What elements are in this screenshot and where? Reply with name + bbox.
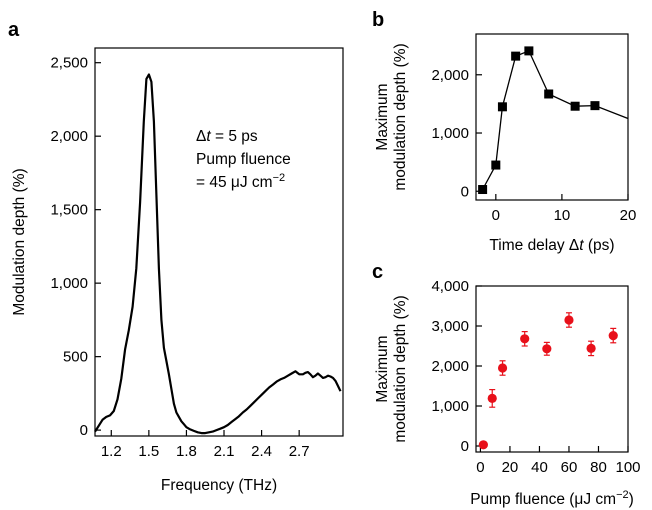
x-tick-label: 20 bbox=[502, 459, 519, 476]
y-axis-label-b-line1: Maximum bbox=[374, 83, 391, 150]
x-ticks-b: 0 10 20 bbox=[492, 194, 637, 224]
x-tick-label: 2.4 bbox=[251, 443, 272, 460]
markers-c bbox=[478, 312, 618, 450]
x-tick-label: 1.5 bbox=[138, 443, 159, 460]
data-point bbox=[544, 89, 554, 99]
data-point bbox=[570, 101, 580, 111]
plot-frame-b bbox=[475, 33, 629, 201]
x-axis-label-a: Frequency (THz) bbox=[161, 477, 277, 494]
x-tick-label: 1.8 bbox=[176, 443, 197, 460]
x-tick-label: 10 bbox=[554, 207, 571, 224]
y-tick-label: 2,500 bbox=[50, 55, 88, 72]
y-tick-label: 1,500 bbox=[50, 202, 88, 219]
series-line-b bbox=[482, 50, 629, 190]
y-tick-label: 2,000 bbox=[431, 358, 469, 375]
y-tick-label: 0 bbox=[80, 422, 88, 439]
x-tick-label: 100 bbox=[615, 459, 640, 476]
annotation-line-2: Pump fluence bbox=[196, 151, 291, 168]
x-tick-label: 20 bbox=[620, 207, 637, 224]
x-tick-label: 0 bbox=[492, 207, 500, 224]
data-point bbox=[491, 160, 501, 170]
x-ticks-a: 1.2 1.5 1.8 2.1 2.4 2.7 bbox=[101, 430, 310, 460]
data-point bbox=[497, 363, 508, 373]
data-point bbox=[478, 440, 488, 450]
data-point bbox=[478, 185, 488, 195]
data-point bbox=[590, 101, 600, 111]
y-axis-label-c-line2: modulation depth (%) bbox=[392, 295, 409, 442]
series-line-a bbox=[94, 73, 342, 435]
markers-b bbox=[478, 46, 600, 195]
y-tick-label: 0 bbox=[461, 183, 469, 200]
panel-a: 0 500 1,000 1,500 2,000 2,500 1.2 1.5 1.8 2.1 2.4… bbox=[11, 47, 344, 494]
x-tick-label: 1.2 bbox=[101, 443, 122, 460]
y-axis-label-c-line1: Maximum bbox=[374, 335, 391, 402]
y-ticks-c: 0 1,000 2,000 3,000 4,000 bbox=[431, 278, 482, 455]
panel-b: 0 1,000 2,000 0 10 20 Time delay Δt (ps) Max… bbox=[374, 33, 637, 254]
plot-frame-a bbox=[94, 47, 344, 437]
data-point bbox=[524, 46, 534, 56]
x-axis-label-b: Time delay Δt (ps) bbox=[489, 237, 614, 254]
x-tick-label: 0 bbox=[476, 459, 484, 476]
data-point bbox=[608, 331, 618, 341]
data-point bbox=[497, 102, 507, 112]
y-tick-label: 1,000 bbox=[431, 398, 469, 415]
y-tick-label: 1,000 bbox=[50, 275, 88, 292]
annotation-line-1: Δt = 5 ps bbox=[196, 128, 258, 145]
x-ticks-c: 0 20 40 60 80 100 bbox=[476, 446, 641, 476]
annotation: Δt = 5 ps Pump fluence = 45 μJ cm−2 bbox=[196, 128, 291, 191]
data-point bbox=[542, 344, 552, 354]
x-tick-label: 2.7 bbox=[289, 443, 310, 460]
y-tick-label: 500 bbox=[63, 349, 88, 366]
x-tick-label: 80 bbox=[590, 459, 607, 476]
y-tick-label: 3,000 bbox=[431, 318, 469, 335]
panel-label-b: b bbox=[372, 9, 384, 31]
x-tick-label: 2.1 bbox=[214, 443, 235, 460]
panel-c: 0 1,000 2,000 3,000 4,000 0 20 40 60 80 100 Pump … bbox=[374, 278, 641, 508]
data-point bbox=[487, 393, 497, 403]
x-tick-label: 40 bbox=[531, 459, 548, 476]
plot-frame-c bbox=[475, 285, 629, 453]
x-tick-label: 60 bbox=[561, 459, 578, 476]
data-point bbox=[564, 315, 574, 325]
data-point bbox=[586, 343, 596, 353]
annotation-line-3: = 45 μJ cm−2 bbox=[196, 172, 285, 191]
data-point bbox=[511, 51, 521, 61]
panel-label-a: a bbox=[8, 19, 20, 41]
y-axis-label-a: Modulation depth (%) bbox=[11, 168, 28, 315]
y-tick-label: 2,000 bbox=[431, 67, 469, 84]
x-axis-label-c: Pump fluence (μJ cm−2) bbox=[470, 489, 634, 508]
y-tick-label: 0 bbox=[461, 438, 469, 455]
data-point bbox=[520, 334, 530, 344]
y-tick-label: 2,000 bbox=[50, 128, 88, 145]
y-tick-label: 4,000 bbox=[431, 278, 469, 295]
y-tick-label: 1,000 bbox=[431, 125, 469, 142]
y-ticks-a: 0 500 1,000 1,500 2,000 2,500 bbox=[50, 55, 101, 439]
y-axis-label-b-line2: modulation depth (%) bbox=[392, 43, 409, 190]
y-ticks-b: 0 1,000 2,000 bbox=[431, 67, 482, 200]
panel-label-c: c bbox=[372, 261, 383, 283]
